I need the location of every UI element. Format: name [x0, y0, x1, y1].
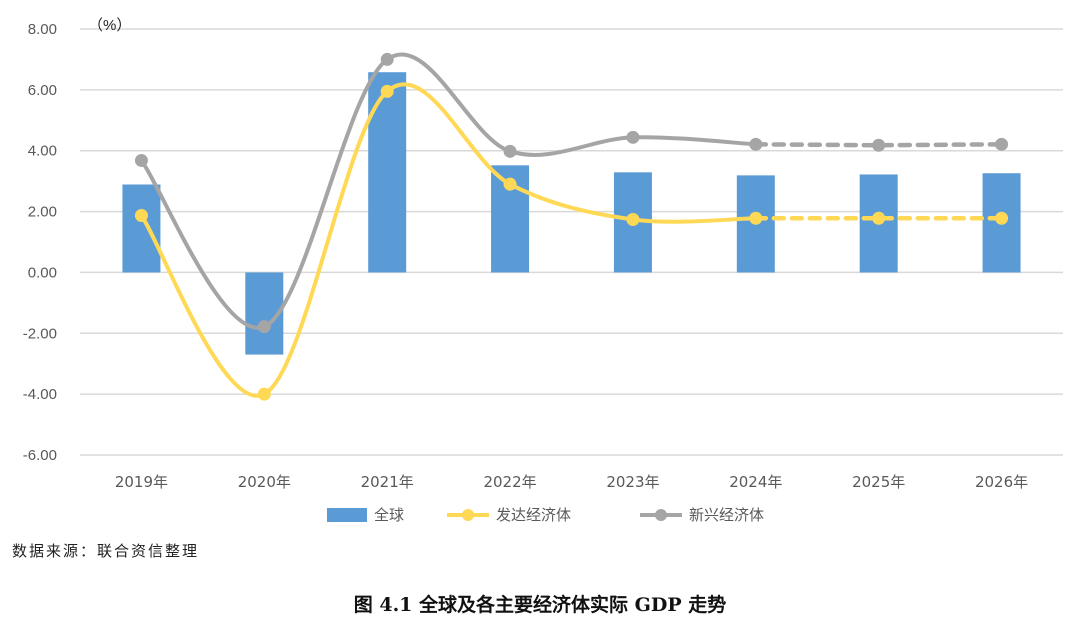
- point-新兴经济体: [503, 144, 517, 158]
- y-tick-label: -2.00: [23, 325, 57, 342]
- bar-全球: [368, 72, 407, 273]
- y-tick-label: 6.00: [28, 82, 57, 99]
- y-tick-label: -4.00: [23, 386, 57, 403]
- point-发达经济体: [380, 84, 394, 98]
- point-发达经济体: [872, 211, 886, 225]
- point-新兴经济体: [380, 52, 394, 66]
- line-发达经济体: [139, 82, 758, 398]
- y-tick-label: 8.00: [28, 21, 57, 38]
- y-tick-label: 0.00: [28, 264, 57, 281]
- x-tick-label: 2020年: [238, 473, 291, 491]
- line-新兴经济体: [139, 52, 758, 330]
- point-发达经济体: [503, 177, 517, 191]
- point-发达经济体: [626, 212, 640, 226]
- point-发达经济体: [995, 211, 1009, 225]
- point-新兴经济体: [626, 130, 640, 144]
- legend-swatch-global: [327, 508, 367, 522]
- point-发达经济体: [257, 387, 271, 401]
- x-tick-label: 2023年: [606, 473, 659, 491]
- x-tick-label: 2022年: [483, 473, 536, 491]
- point-新兴经济体: [872, 138, 886, 152]
- point-新兴经济体: [257, 320, 271, 334]
- legend-swatch-marker: [655, 509, 667, 521]
- data-source-note: 数据来源：联合资信整理: [12, 542, 200, 560]
- point-新兴经济体: [134, 153, 148, 167]
- point-新兴经济体: [749, 137, 763, 151]
- legend-swatch-marker: [462, 509, 474, 521]
- line-forecast-新兴经济体: [753, 142, 1004, 148]
- x-tick-label: 2019年: [115, 473, 168, 491]
- legend-label: 新兴经济体: [689, 506, 764, 524]
- x-tick-label: 2021年: [361, 473, 414, 491]
- unit-label: （%）: [88, 17, 131, 34]
- x-tick-label: 2025年: [852, 473, 905, 491]
- y-tick-label: 4.00: [28, 143, 57, 160]
- bar-全球: [122, 184, 161, 273]
- y-tick-label: -6.00: [23, 447, 57, 464]
- point-新兴经济体: [995, 137, 1009, 151]
- legend-label: 发达经济体: [496, 506, 571, 524]
- point-发达经济体: [749, 211, 763, 225]
- x-tick-label: 2024年: [729, 473, 782, 491]
- legend-label: 全球: [374, 506, 404, 524]
- y-tick-label: 2.00: [28, 204, 57, 221]
- figure-caption: 图 4.1 全球及各主要经济体实际 GDP 走势: [353, 594, 727, 616]
- x-tick-label: 2026年: [975, 473, 1028, 491]
- point-发达经济体: [134, 209, 148, 223]
